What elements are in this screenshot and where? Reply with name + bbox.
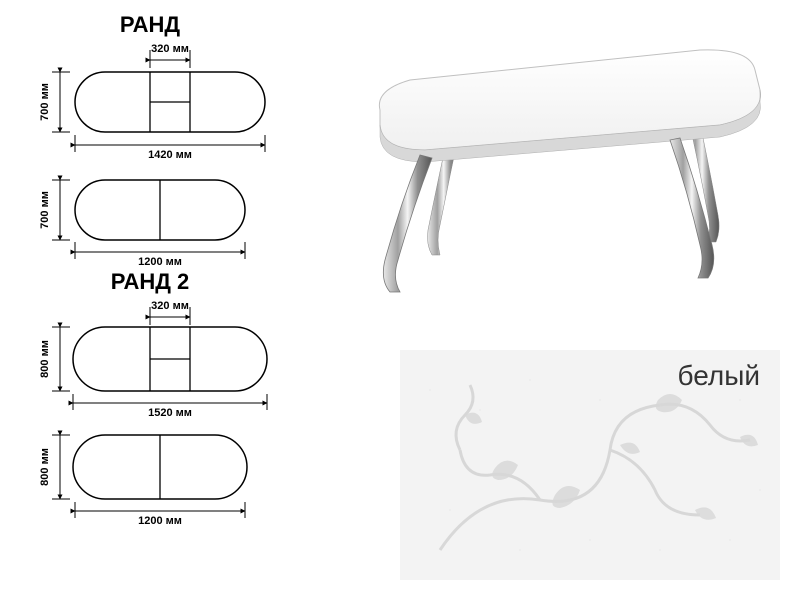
- diagram-rand-expanded: 320 мм 700 мм 1420 мм: [10, 40, 290, 160]
- dim-bottom: 1200 мм: [138, 515, 182, 527]
- dim-left: 800 мм: [39, 340, 51, 378]
- table-photo: [320, 30, 780, 300]
- diagram-rand2-compact: 800 мм 1200 мм: [10, 419, 290, 529]
- dim-bottom: 1200 мм: [138, 256, 182, 267]
- diagram-rand2-expanded: 320 мм 800 мм 1520 мм: [10, 297, 290, 417]
- dimensions-panel: РАНД 320 мм 700 мм: [10, 10, 290, 531]
- swatch-label: белый: [678, 360, 760, 392]
- dim-top: 320 мм: [151, 43, 189, 55]
- dim-left: 800 мм: [39, 448, 51, 486]
- dim-left: 700 мм: [39, 191, 51, 229]
- color-swatch: белый: [400, 350, 780, 580]
- diagram-rand-compact: 700 мм 1200 мм: [10, 162, 290, 267]
- dim-top: 320 мм: [151, 300, 189, 312]
- dim-bottom: 1520 мм: [148, 407, 192, 417]
- dim-left: 700 мм: [39, 83, 51, 121]
- product-title-2: РАНД 2: [10, 269, 290, 295]
- dim-bottom: 1420 мм: [148, 149, 192, 160]
- product-title-1: РАНД: [10, 12, 290, 38]
